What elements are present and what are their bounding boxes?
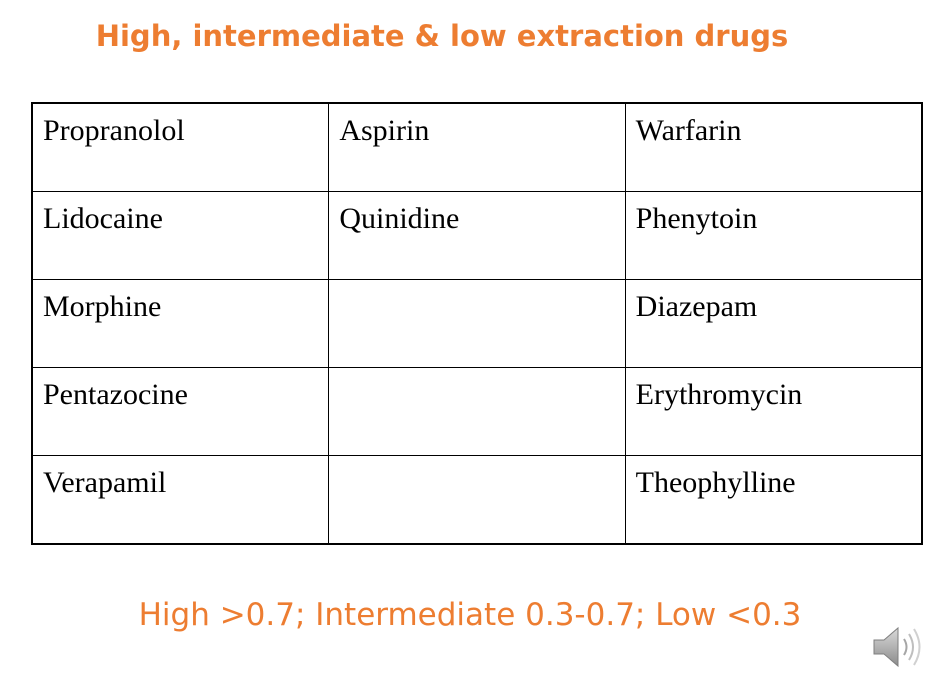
table-cell: Lidocaine [31, 191, 330, 280]
extraction-ratio-note: High >0.7; Intermediate 0.3-0.7; Low <0.… [138, 597, 802, 633]
table-cell [328, 279, 626, 368]
table-row: Propranolol Aspirin Warfarin [31, 103, 923, 192]
table-cell: Pentazocine [31, 367, 330, 456]
table-cell: Warfarin [624, 103, 923, 192]
extraction-drugs-table: Propranolol Aspirin Warfarin Lidocaine Q… [31, 102, 923, 545]
table-cell: Verapamil [31, 455, 330, 544]
table-cell: Morphine [31, 279, 330, 368]
speaker-icon[interactable] [870, 622, 928, 672]
slide-title: High, intermediate & low extraction drug… [95, 19, 789, 53]
table-row: Lidocaine Quinidine Phenytoin [31, 191, 923, 280]
table-row: Pentazocine Erythromycin [31, 367, 923, 456]
table-cell: Quinidine [328, 191, 626, 280]
table-cell: Propranolol [31, 103, 330, 192]
table-cell: Diazepam [624, 279, 923, 368]
table-cell: Aspirin [328, 103, 626, 192]
table-row: Verapamil Theophylline [31, 455, 923, 544]
table-cell: Theophylline [624, 455, 923, 544]
table-cell [328, 367, 626, 456]
table-cell: Erythromycin [624, 367, 923, 456]
table-cell: Phenytoin [624, 191, 923, 280]
table-row: Morphine Diazepam [31, 279, 923, 368]
table-cell [328, 455, 626, 544]
